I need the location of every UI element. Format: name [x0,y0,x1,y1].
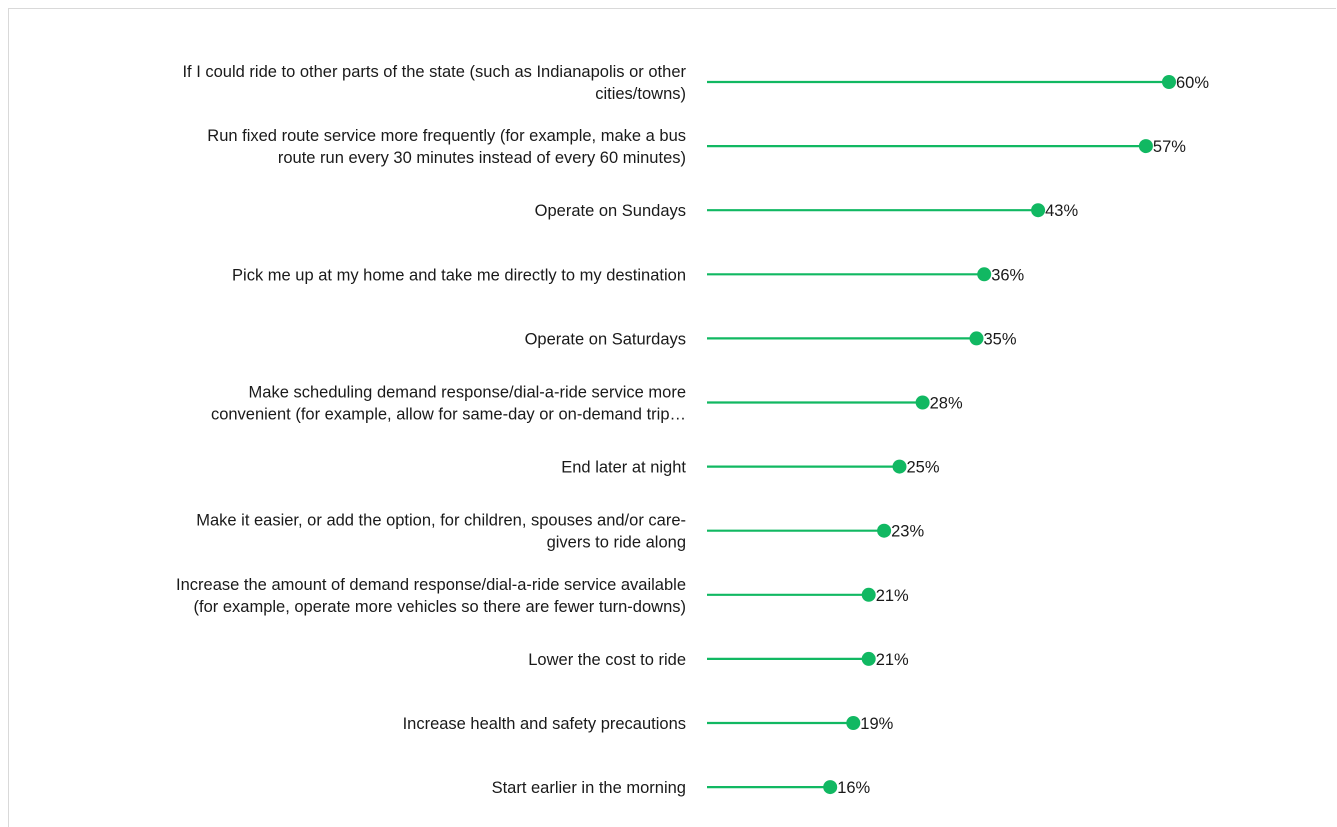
lollipop-dot [861,651,876,666]
chart-row: 57% Run fixed route service more frequent… [207,127,1186,167]
category-label-line: (for example, operate more vehicles so t… [194,598,686,616]
category-label: Increase the amount of demand response/d… [176,576,686,616]
category-label-line: convenient (for example, allow for same-… [211,406,686,424]
category-label: Operate on Saturdays [525,330,686,348]
category-label: If I could ride to other parts of the st… [182,63,686,103]
category-label-line: cities/towns) [595,85,686,103]
category-label-line: route run every 30 minutes instead of ev… [278,149,686,167]
category-label-line: Make it easier, or add the option, for c… [196,512,686,530]
chart-row: 23% Make it easier, or add the option, fo… [196,512,924,552]
chart-row: 21% Lower the cost to ride [528,651,909,669]
value-label: 28% [930,395,963,413]
lollipop-dot [915,395,930,410]
lollipop-dot [1031,203,1046,218]
value-label: 21% [876,587,909,605]
category-label: Pick me up at my home and take me direct… [232,266,686,284]
category-label-line: Make scheduling demand response/dial-a-r… [249,384,686,402]
category-label-line: If I could ride to other parts of the st… [182,63,686,81]
lollipop-dot [877,523,892,538]
chart-row: 36% Pick me up at my home and take me dir… [232,266,1025,284]
category-label: End later at night [561,459,686,477]
category-label: Make it easier, or add the option, for c… [196,512,686,552]
category-label: Make scheduling demand response/dial-a-r… [211,384,686,424]
lollipop-dot [861,587,876,602]
category-label: Run fixed route service more frequently … [207,127,686,167]
category-label: Start earlier in the morning [492,779,686,797]
lollipop-dot [823,780,838,795]
category-label-line: Operate on Saturdays [525,330,686,348]
category-label: Operate on Sundays [535,202,686,220]
value-label: 19% [860,715,893,733]
value-label: 43% [1045,202,1078,220]
chart-row: 19% Increase health and safety precaution… [403,715,894,733]
category-label-line: Increase health and safety precautions [403,715,686,733]
chart-row: 25% End later at night [561,459,940,477]
lollipop-dot [969,331,984,346]
value-label: 35% [984,330,1017,348]
lollipop-dot [1138,139,1153,154]
value-label: 21% [876,651,909,669]
category-label-line: Start earlier in the morning [492,779,686,797]
category-label-line: givers to ride along [547,534,686,552]
chart-row: 28% Make scheduling demand response/dial-… [211,384,963,424]
value-label: 60% [1176,74,1209,92]
chart-row: 60% If I could ride to other parts of the… [182,63,1209,103]
lollipop-dot [892,459,907,474]
value-label: 36% [991,266,1024,284]
value-label: 23% [891,523,924,541]
category-label: Lower the cost to ride [528,651,686,669]
chart-row: 35% Operate on Saturdays [525,330,1017,348]
lollipop-dot [846,716,861,730]
category-label-line: Increase the amount of demand response/d… [176,576,686,594]
value-label: 57% [1153,138,1186,156]
lollipop-dot [977,267,992,282]
category-label: Increase health and safety precautions [403,715,686,733]
category-label-line: Pick me up at my home and take me direct… [232,266,686,284]
chart-row: 43% Operate on Sundays [535,202,1079,220]
category-label-line: End later at night [561,459,686,477]
chart-row: 16% Start earlier in the morning [492,779,871,797]
chart-frame [8,8,1336,827]
lollipop-dot [1162,75,1176,89]
chart-row: 21% Increase the amount of demand respons… [176,576,909,616]
category-label-line: Operate on Sundays [535,202,686,220]
value-label: 25% [907,459,940,477]
category-label-line: Lower the cost to ride [528,651,686,669]
category-label-line: Run fixed route service more frequently … [207,127,686,145]
value-label: 16% [837,779,870,797]
